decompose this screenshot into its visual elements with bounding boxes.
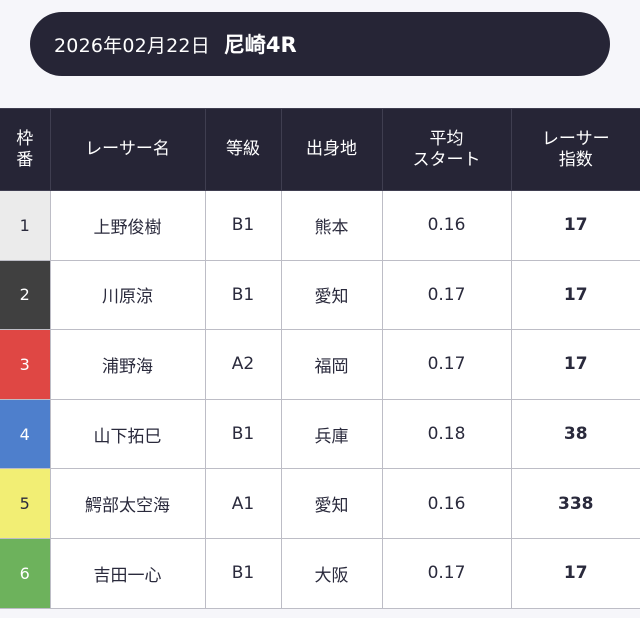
racer-name[interactable]: 上野俊樹 bbox=[49, 190, 206, 261]
column-header-hometown: 出身地 bbox=[280, 108, 383, 191]
racer-hometown: 愛知 bbox=[280, 468, 383, 539]
racer-grade: B1 bbox=[204, 537, 282, 609]
column-header-grade: 等級 bbox=[204, 108, 282, 191]
racer-hometown: 熊本 bbox=[280, 190, 383, 261]
racer-grade: B1 bbox=[204, 259, 282, 331]
racer-grade: A1 bbox=[204, 468, 282, 539]
waku-number: 5 bbox=[0, 468, 51, 539]
racer-grade: B1 bbox=[204, 398, 282, 470]
table-row[interactable]: 1 上野俊樹 B1 熊本 0.16 17 bbox=[0, 190, 640, 261]
racer-index: 338 bbox=[510, 468, 640, 539]
avg-start-time: 0.18 bbox=[381, 398, 512, 470]
waku-number: 3 bbox=[0, 329, 51, 400]
racer-name[interactable]: 吉田一心 bbox=[49, 537, 206, 609]
racer-name[interactable]: 川原涼 bbox=[49, 259, 206, 331]
racer-grade: B1 bbox=[204, 190, 282, 261]
column-header-avg-start: 平均 スタート bbox=[381, 108, 512, 191]
column-header-index: レーサー 指数 bbox=[510, 108, 640, 191]
avg-start-time: 0.16 bbox=[381, 468, 512, 539]
column-header-waku: 枠番 bbox=[0, 108, 51, 191]
waku-number: 1 bbox=[0, 190, 51, 261]
table-row[interactable]: 4 山下拓巳 B1 兵庫 0.18 38 bbox=[0, 398, 640, 470]
avg-start-time: 0.16 bbox=[381, 190, 512, 261]
column-header-label: 出身地 bbox=[306, 139, 357, 159]
waku-number: 4 bbox=[0, 398, 51, 470]
racer-name[interactable]: 鰐部太空海 bbox=[49, 468, 206, 539]
column-header-label: レーサー 指数 bbox=[541, 128, 610, 170]
racer-grade: A2 bbox=[204, 329, 282, 400]
racer-index: 17 bbox=[510, 537, 640, 609]
column-header-label: 枠番 bbox=[16, 128, 34, 170]
racer-hometown: 愛知 bbox=[280, 259, 383, 331]
avg-start-time: 0.17 bbox=[381, 537, 512, 609]
waku-number: 6 bbox=[0, 537, 51, 609]
racer-hometown: 大阪 bbox=[280, 537, 383, 609]
racer-name[interactable]: 浦野海 bbox=[49, 329, 206, 400]
table-row[interactable]: 2 川原涼 B1 愛知 0.17 17 bbox=[0, 259, 640, 331]
column-header-label: 平均 スタート bbox=[412, 128, 481, 170]
waku-number: 2 bbox=[0, 259, 51, 331]
table-header-row: 枠番 レーサー名 等級 出身地 平均 スタート レーサー 指数 bbox=[0, 108, 640, 191]
racer-hometown: 兵庫 bbox=[280, 398, 383, 470]
table-row[interactable]: 3 浦野海 A2 福岡 0.17 17 bbox=[0, 329, 640, 400]
entries-table: 枠番 レーサー名 等級 出身地 平均 スタート レーサー 指数 1 上野俊樹 B1 熊本 0… bbox=[0, 108, 640, 609]
avg-start-time: 0.17 bbox=[381, 259, 512, 331]
racer-name[interactable]: 山下拓巳 bbox=[49, 398, 206, 470]
race-date: 2026年02月22日 bbox=[54, 34, 210, 57]
column-header-label: レーサー名 bbox=[85, 139, 170, 159]
column-header-name: レーサー名 bbox=[49, 108, 206, 191]
column-header-label: 等級 bbox=[226, 139, 260, 159]
avg-start-time: 0.17 bbox=[381, 329, 512, 400]
racer-index: 17 bbox=[510, 329, 640, 400]
racer-index: 38 bbox=[510, 398, 640, 470]
table-row[interactable]: 5 鰐部太空海 A1 愛知 0.16 338 bbox=[0, 468, 640, 539]
racer-hometown: 福岡 bbox=[280, 329, 383, 400]
race-name: 尼崎4R bbox=[223, 33, 297, 57]
table-row[interactable]: 6 吉田一心 B1 大阪 0.17 17 bbox=[0, 537, 640, 609]
racer-index: 17 bbox=[510, 259, 640, 331]
race-header: 2026年02月22日 尼崎4R bbox=[30, 12, 610, 76]
racer-index: 17 bbox=[510, 190, 640, 261]
